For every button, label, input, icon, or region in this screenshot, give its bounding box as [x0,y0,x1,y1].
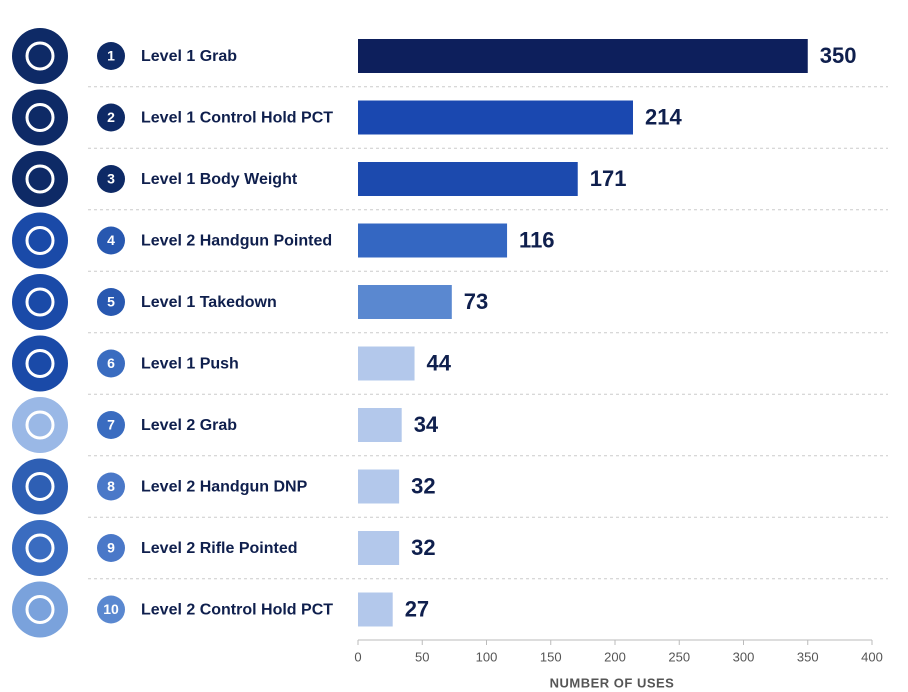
rank-label: 10 [103,601,119,617]
rank-label: 7 [107,417,115,433]
x-tick-label: 400 [861,649,883,664]
value-label: 27 [405,596,429,621]
rank-badge [97,595,125,624]
category-label: Level 2 Grab [141,417,237,434]
icon [12,151,68,207]
x-tick-label: 100 [476,649,498,664]
value-label: 350 [820,43,857,68]
value-label: 214 [645,104,682,129]
category-label: Level 1 Body Weight [141,171,298,188]
rank-badge [97,226,125,255]
rank-badge [97,103,125,132]
rank-badge [97,288,125,316]
bar [358,100,633,135]
category-label: Level 1 Control Hold PCT [141,110,333,127]
bar [358,531,400,565]
category-label: Level 1 Takedown [141,294,277,311]
x-axis-label: NUMBER OF USES [550,675,675,690]
category-label: Level 2 Rifle Pointed [141,540,297,557]
bar [358,408,402,442]
icon-glyph [25,103,55,132]
rank-label: 8 [107,478,115,494]
rank-badge [97,534,125,562]
icon [12,89,68,146]
x-tick-label: 50 [415,649,429,664]
x-tick-label: 300 [733,649,755,664]
icon [12,335,68,392]
category-label: Level 2 Control Hold PCT [141,602,333,619]
x-tick-label: 350 [797,649,819,664]
icon-glyph [25,472,55,501]
bar [358,469,400,504]
category-label: Level 2 Handgun DNP [141,479,308,496]
icon [12,581,68,638]
bar [358,223,508,258]
x-tick-label: 0 [354,649,361,664]
rank-label: 1 [107,48,115,64]
category-label: Level 2 Handgun Pointed [141,233,332,250]
rank-badge [97,472,125,501]
value-label: 32 [411,473,435,498]
rank-badge [97,349,125,378]
category-label: Level 1 Push [141,356,239,373]
rank-badge [97,411,125,439]
icon-glyph [25,226,55,255]
bar [358,39,808,73]
icon [12,458,68,515]
value-label: 73 [464,289,488,314]
value-label: 171 [590,166,627,191]
rank-label: 6 [107,355,115,371]
icon-glyph [25,533,55,563]
value-label: 32 [411,535,435,560]
bar [358,592,393,627]
x-tick-label: 150 [540,649,562,664]
rank-label: 9 [107,540,115,556]
icon [12,28,68,84]
icon [12,397,68,453]
icon [12,212,68,269]
icon-glyph [25,349,55,378]
bar [358,346,415,381]
category-label: Level 1 Grab [141,48,237,65]
bar [358,285,452,319]
rank-label: 4 [107,232,115,248]
value-label: 34 [414,412,439,437]
rank-badge [97,165,125,193]
rank-label: 5 [107,294,115,310]
x-tick-label: 250 [668,649,690,664]
icon [12,274,68,330]
rank-label: 2 [107,109,115,125]
rank-label: 3 [107,171,115,187]
bar [358,162,578,196]
icon-glyph [25,164,55,194]
icon-glyph [25,595,55,624]
rank-badge [97,42,125,70]
icon [12,520,68,576]
value-label: 116 [519,227,555,252]
icon-glyph [25,287,55,317]
icon-glyph [25,41,55,71]
icon-glyph [25,410,55,440]
value-label: 44 [427,350,452,375]
x-tick-label: 200 [604,649,626,664]
